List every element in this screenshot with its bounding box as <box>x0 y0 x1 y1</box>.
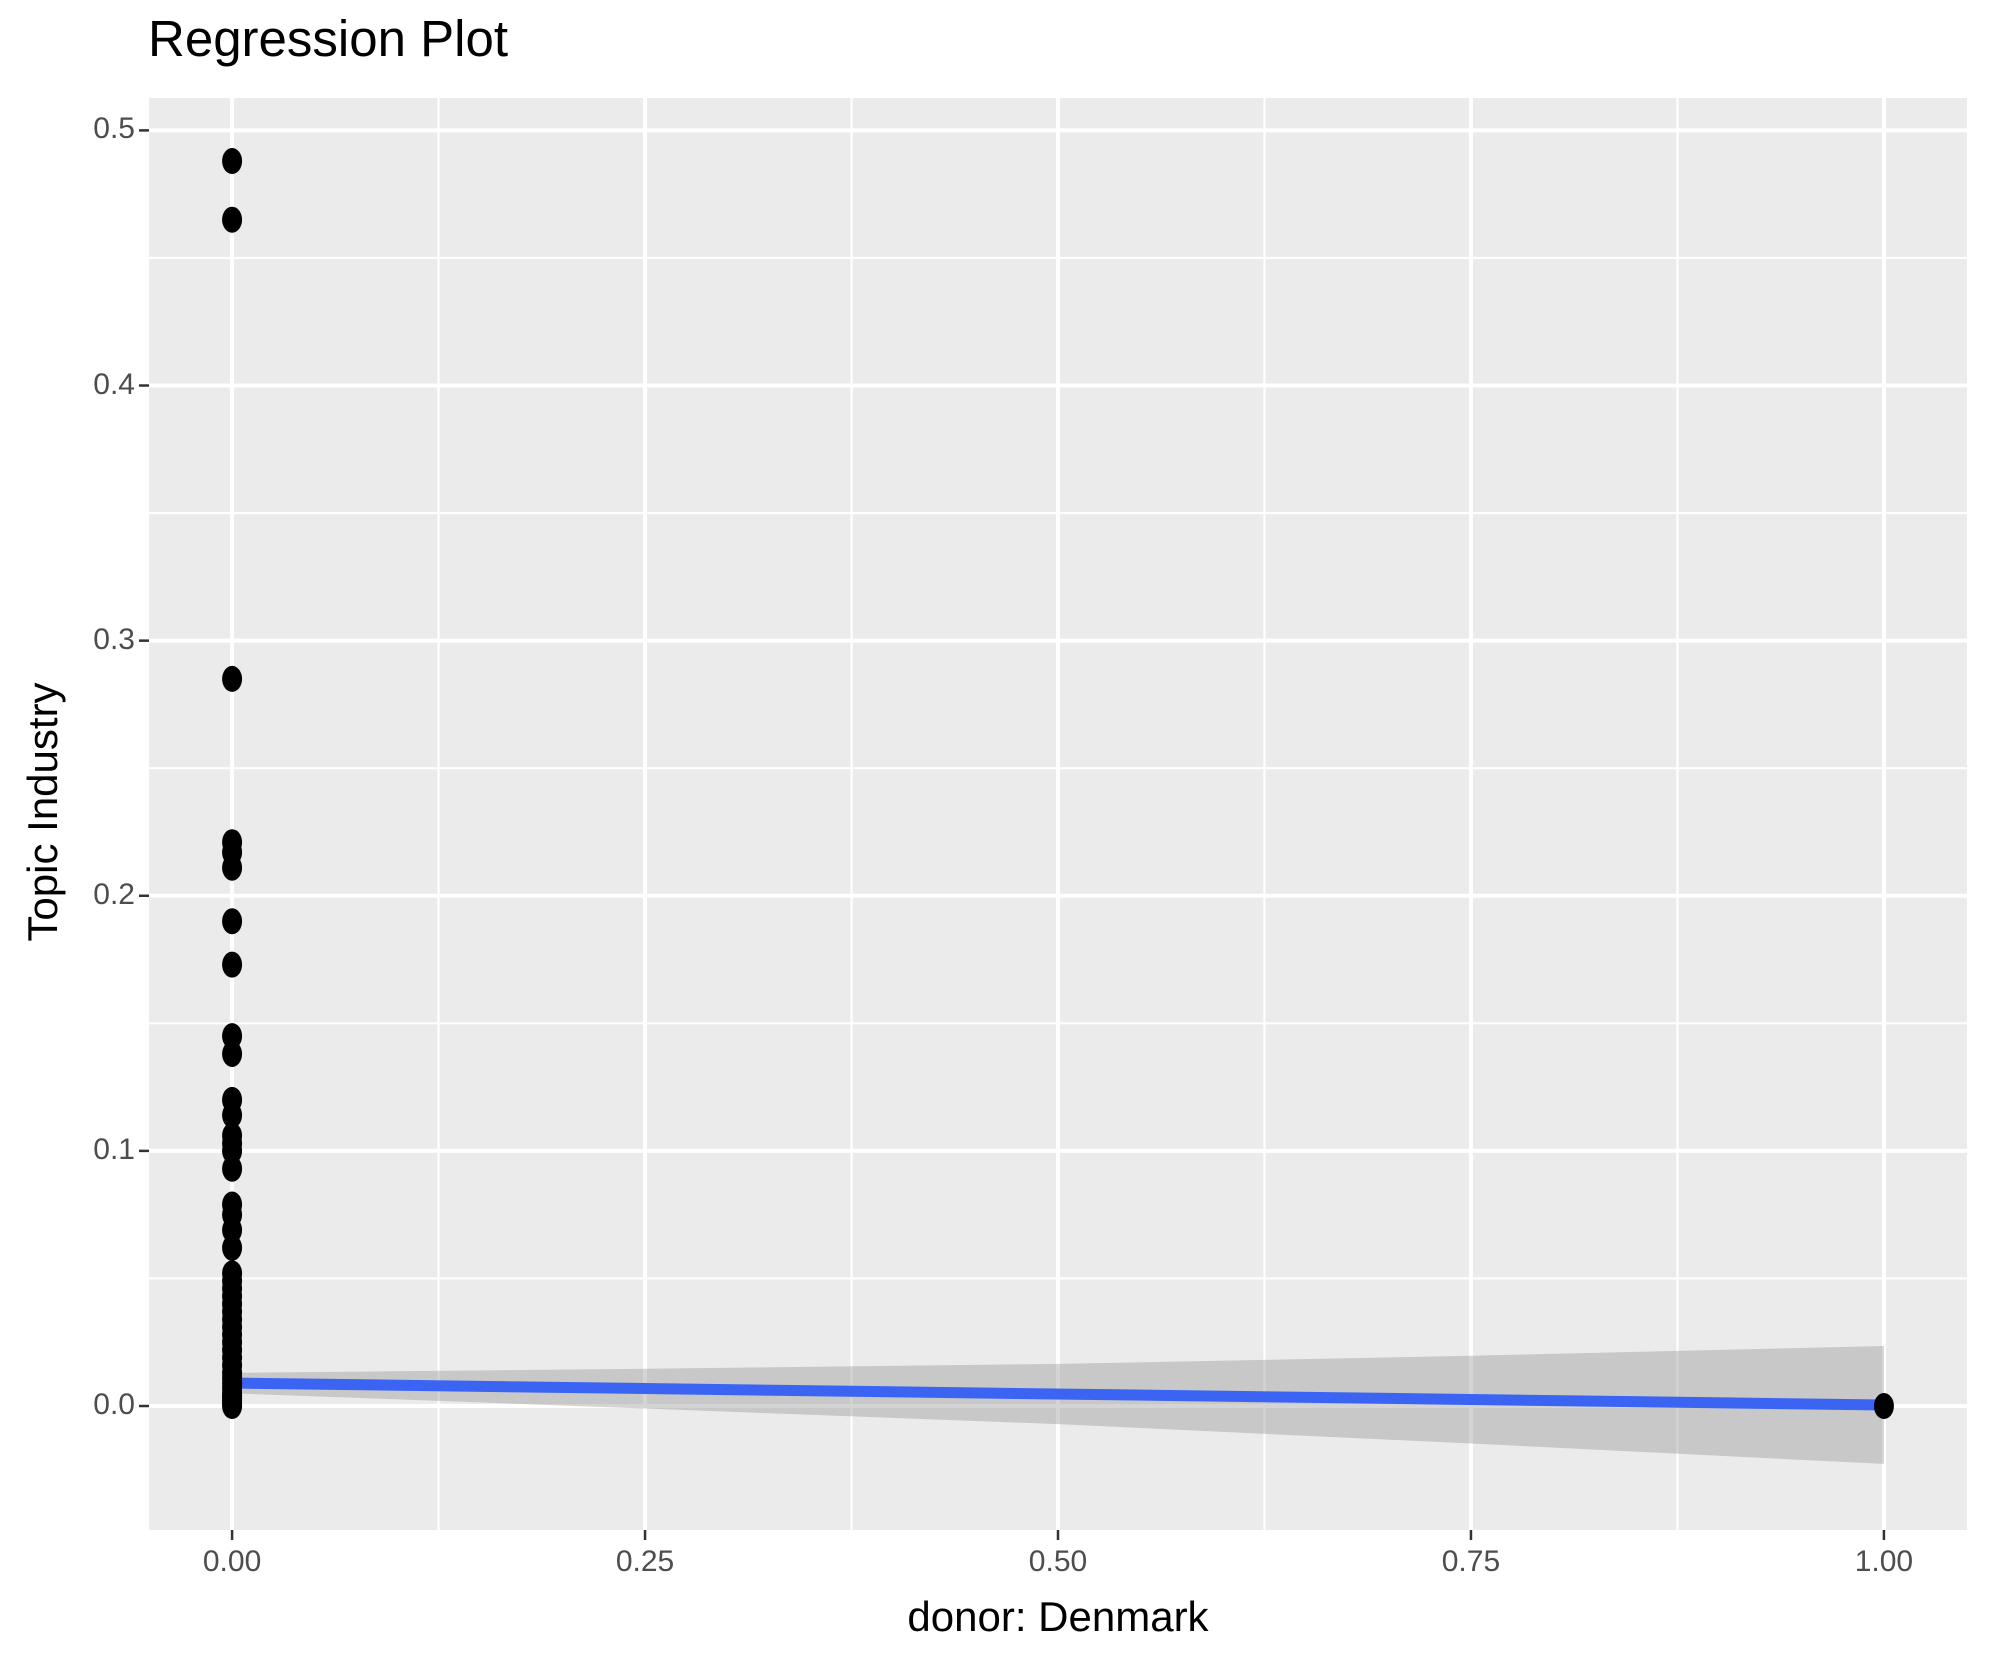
regression-line <box>232 1377 1884 1411</box>
y-tick-label: 0.5 <box>93 112 135 146</box>
x-tick-label: 1.00 <box>1854 1545 1914 1578</box>
data-point <box>222 1234 243 1261</box>
x-axis-title: donor: Denmark <box>907 1593 1209 1640</box>
y-tick-label: 0.2 <box>93 877 135 911</box>
y-tick-label: 0.3 <box>93 622 135 656</box>
data-point <box>222 854 243 881</box>
x-tick-label: 0.75 <box>1441 1545 1501 1578</box>
y-tick-label: 0.1 <box>93 1132 135 1166</box>
x-tick-label: 0.25 <box>615 1545 675 1578</box>
data-point <box>222 1040 243 1067</box>
data-point <box>1873 1393 1894 1420</box>
data-point <box>222 908 243 935</box>
confidence-band <box>232 1346 1884 1464</box>
data-point <box>222 206 243 233</box>
plot-title: Regression Plot <box>148 10 509 67</box>
x-tick-label: 0.00 <box>202 1545 262 1578</box>
data-point <box>222 148 243 175</box>
data-point <box>222 1023 243 1050</box>
data-point <box>222 665 243 692</box>
data-point <box>222 1155 243 1182</box>
data-point <box>222 1102 243 1129</box>
data-point <box>222 1137 243 1164</box>
data-point <box>222 1216 243 1243</box>
x-tick-label: 0.50 <box>1028 1545 1088 1578</box>
y-tick-label: 0.4 <box>93 367 135 401</box>
data-point <box>222 1393 243 1420</box>
y-tick-label: 0.0 <box>93 1388 135 1421</box>
data-point <box>222 951 243 978</box>
